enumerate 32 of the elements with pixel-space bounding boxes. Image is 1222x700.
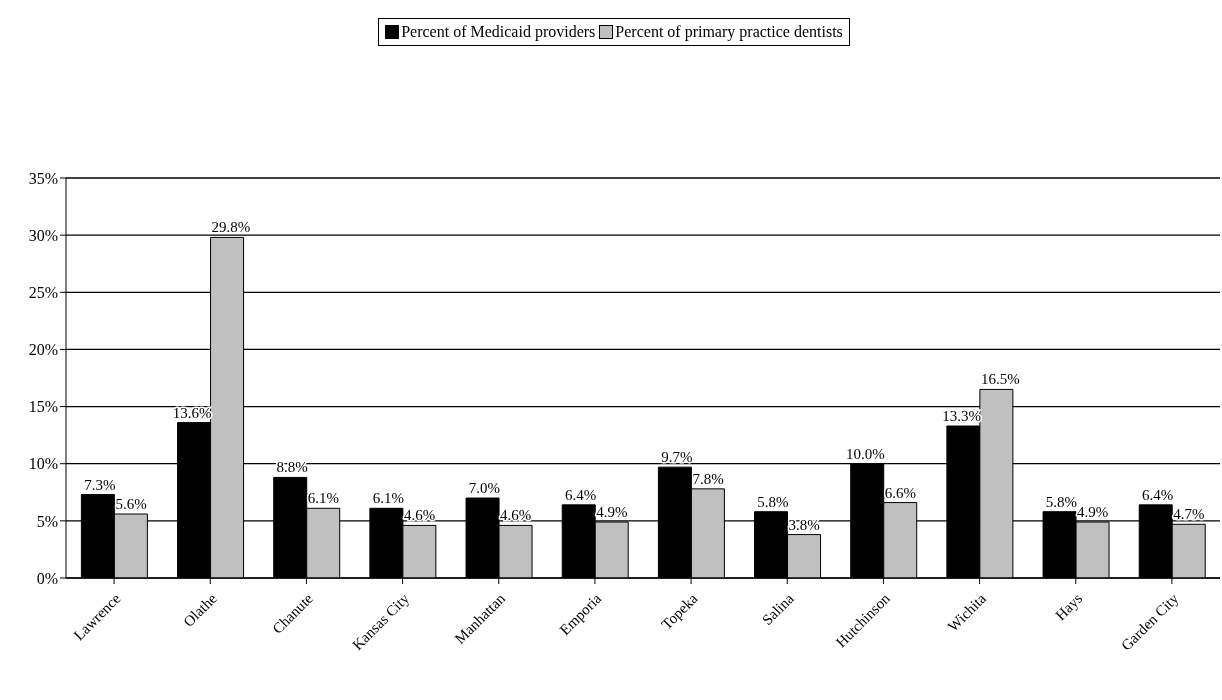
y-tick-label: 30% (28, 226, 58, 244)
data-label: 4.6% (403, 507, 436, 524)
legend-label: Percent of primary practice dentists (615, 23, 843, 41)
data-label: 3.8% (788, 516, 820, 533)
data-label: 6.4% (564, 486, 597, 503)
data-label: 16.5% (980, 371, 1020, 388)
data-label: 7.3% (84, 476, 116, 493)
data-label: 10.0% (845, 445, 885, 462)
data-label: 4.9% (1077, 504, 1109, 520)
data-label: 6.6% (884, 484, 916, 501)
data-label: 4.6% (500, 507, 532, 524)
y-tick-label: 25% (28, 283, 58, 301)
data-label: 4.9% (596, 504, 628, 520)
y-tick-label: 0% (36, 569, 58, 587)
data-label: 5.8% (1045, 493, 1078, 510)
data-label: 7.8% (692, 470, 724, 487)
data-label: 29.8% (211, 219, 251, 236)
data-label: 5.6% (115, 496, 147, 512)
data-label: 6.1% (372, 490, 404, 507)
y-tick-label: 35% (28, 169, 58, 187)
data-label: 9.7% (661, 449, 693, 466)
data-label: 8.8% (276, 459, 308, 476)
data-label: 4.7% (1173, 506, 1205, 523)
y-tick-label: 15% (28, 398, 58, 416)
y-tick-label: 20% (28, 341, 58, 359)
data-label: 6.1% (307, 490, 339, 507)
data-label: 7.0% (468, 480, 501, 496)
legend-label: Percent of Medicaid providers (401, 23, 596, 41)
y-tick-label: 5% (36, 512, 58, 530)
data-label: 6.4% (1141, 486, 1174, 503)
data-label: 5.8% (757, 493, 789, 510)
y-tick-label: 10% (28, 455, 58, 473)
